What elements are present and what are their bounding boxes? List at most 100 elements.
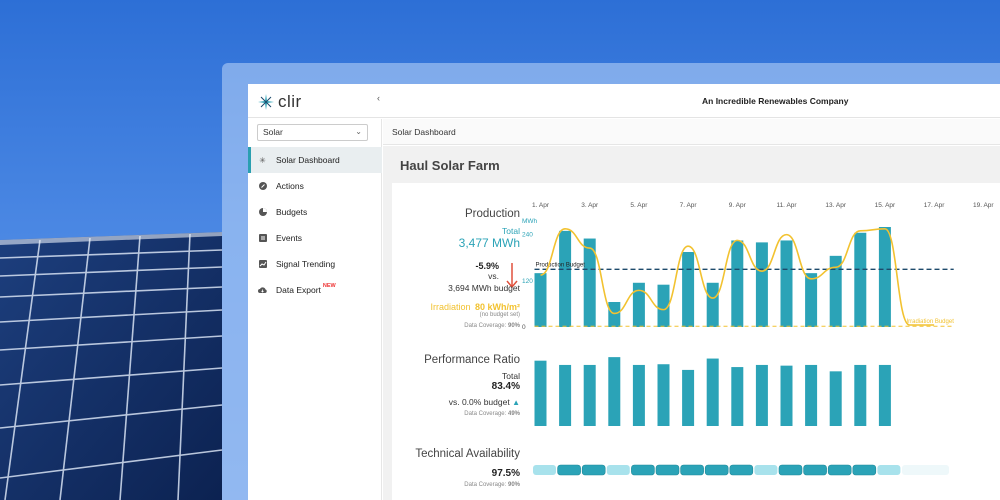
up-triangle-icon: ▲ — [512, 398, 520, 407]
page-title: Haul Solar Farm — [400, 158, 500, 173]
availability-cell — [631, 464, 655, 476]
irradiation-line — [540, 228, 935, 326]
production-vs: vs. — [488, 271, 499, 281]
clir-logo[interactable]: clir — [258, 92, 302, 112]
production-bar — [854, 232, 867, 327]
production-bar — [608, 302, 621, 327]
availability-total-value: 97.5% — [491, 468, 520, 479]
dashboard-card: Production Total 3,477 MWh -5.9% vs. 3,6… — [392, 183, 1000, 500]
performance-bar — [731, 367, 744, 426]
sidebar-item-budgets[interactable]: Budgets — [248, 199, 382, 225]
new-badge: NEW — [322, 283, 336, 289]
compass-icon — [258, 182, 267, 191]
coverage-value: 49% — [507, 411, 520, 417]
performance-bar — [534, 360, 547, 426]
sidebar-item-label: Budgets — [276, 207, 308, 217]
x-tick-label: 7. Apr — [680, 202, 698, 209]
performance-bar — [583, 364, 596, 426]
availability-cell — [557, 464, 581, 476]
no-budget-note: (no budget set) — [479, 312, 520, 318]
production-bar — [878, 227, 891, 327]
irradiation-label: Irradiation — [430, 302, 471, 312]
coverage-label: Data Coverage: — [464, 323, 507, 329]
availability-coverage: Data Coverage: 90% — [392, 482, 520, 488]
site-select-value: Solar — [263, 127, 283, 137]
breadcrumb: Solar Dashboard — [392, 127, 456, 137]
availability-cell — [877, 465, 901, 475]
availability-cell — [581, 464, 606, 476]
irradiation-value: 80 kWh/m² — [474, 302, 520, 312]
production-bar — [706, 282, 719, 327]
production-budget: 3,694 MWh budget — [448, 283, 520, 293]
production-title: Production — [465, 208, 520, 220]
production-total-label: Total — [502, 226, 520, 236]
sidebar-item-signal-trending[interactable]: Signal Trending — [248, 251, 382, 277]
availability-summary: Technical Availability 97.5% Data Covera… — [392, 448, 520, 488]
performance-vs-budget: vs. 0.0% budget ▲ — [392, 397, 520, 407]
availability-title: Technical Availability — [415, 448, 520, 460]
site-select[interactable]: Solar ⌄ — [257, 124, 368, 141]
chevron-down-icon: ⌄ — [355, 127, 362, 136]
performance-title: Performance Ratio — [424, 354, 520, 366]
sidebar-item-label: Solar Dashboard — [276, 155, 340, 165]
performance-bar — [780, 365, 793, 426]
y-tick-label: 240 — [522, 232, 533, 239]
performance-coverage: Data Coverage: 49% — [392, 411, 520, 417]
coverage-value: 90% — [507, 323, 520, 329]
production-bar — [682, 252, 695, 327]
star-logo-icon — [258, 94, 274, 110]
availability-cell — [827, 464, 852, 476]
logo-text: clir — [278, 92, 302, 111]
list-icon — [258, 234, 267, 243]
production-total-value: 3,477 MWh — [458, 236, 520, 250]
sidebar: Solar ⌄ ✳ Solar Dashboard Actions Budget… — [248, 119, 382, 500]
coverage-label: Data Coverage: — [464, 482, 507, 488]
breadcrumb-bar: Solar Dashboard — [383, 119, 1000, 145]
sidebar-item-label: Data Export — [276, 285, 321, 295]
production-bar — [731, 240, 744, 327]
performance-bar — [854, 364, 867, 426]
top-bar: clir An Incredible Renewables Company — [248, 84, 1000, 118]
production-bar — [657, 284, 670, 327]
pie-icon — [258, 208, 267, 217]
production-budget-compare: -5.9% vs. 3,694 MWh budget — [392, 261, 520, 301]
collapse-sidebar-icon[interactable]: ‹ — [377, 93, 380, 103]
x-tick-label: 5. Apr — [630, 202, 648, 209]
coverage-label: Data Coverage: — [464, 411, 507, 417]
production-summary: Production Total 3,477 MWh — [392, 208, 520, 258]
irradiation-budget-label: Irradiation Budget — [907, 319, 955, 325]
cloud-download-icon — [258, 286, 267, 295]
sidebar-item-label: Events — [276, 233, 302, 243]
x-tick-label: 3. Apr — [581, 202, 599, 209]
performance-bar — [559, 364, 572, 426]
performance-bar — [632, 364, 645, 426]
production-bar — [755, 242, 768, 327]
availability-empty-cell — [902, 465, 949, 475]
availability-cell — [852, 464, 877, 476]
performance-bar — [657, 364, 670, 426]
x-tick-label: 17. Apr — [924, 202, 945, 209]
sidebar-item-events[interactable]: Events — [248, 225, 382, 251]
x-tick-label: 9. Apr — [729, 202, 747, 209]
performance-summary: Performance Ratio Total 83.4% vs. 0.0% b… — [392, 354, 520, 417]
coverage-value: 90% — [507, 482, 520, 488]
production-coverage: Data Coverage: 90% — [464, 323, 520, 329]
sidebar-item-actions[interactable]: Actions — [248, 173, 382, 199]
availability-cell — [729, 464, 754, 476]
performance-total-value: 83.4% — [491, 381, 520, 392]
y-tick-label: 0 — [522, 324, 526, 331]
performance-total-label: Total — [502, 371, 520, 381]
production-delta: -5.9% — [475, 261, 499, 271]
availability-cell — [606, 465, 630, 475]
down-arrow-icon — [506, 263, 518, 289]
performance-bar — [755, 364, 768, 426]
sidebar-item-data-export[interactable]: Data Export NEW — [248, 277, 382, 303]
performance-bar — [805, 364, 818, 426]
chart-icon — [258, 260, 267, 269]
sidebar-item-label: Actions — [276, 181, 304, 191]
irradiation-summary: Irradiation 80 kWh/m² — [431, 297, 521, 315]
x-tick-label: 13. Apr — [825, 202, 846, 209]
sidebar-item-solar-dashboard[interactable]: ✳ Solar Dashboard — [248, 147, 382, 173]
dashboard-charts: 1. Apr 3. Apr 5. Apr 7. Apr 9. Apr 11. Apr 13.… — [522, 202, 994, 476]
